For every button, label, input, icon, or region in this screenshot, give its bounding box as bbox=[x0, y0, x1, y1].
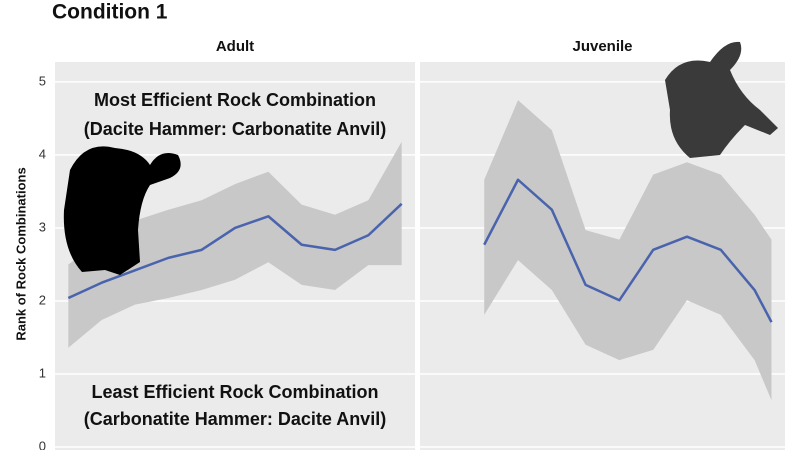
confidence-band bbox=[68, 141, 402, 348]
y-tick-label: 4 bbox=[39, 146, 46, 161]
y-tick-label: 1 bbox=[39, 365, 46, 380]
trend-line bbox=[67, 202, 403, 300]
y-tick-label: 2 bbox=[39, 292, 46, 307]
y-axis-label: Rank of Rock Combinations bbox=[13, 167, 28, 340]
notes: Most Efficient Rock Combination (Dacite H… bbox=[84, 90, 386, 429]
confidence-band bbox=[484, 100, 772, 401]
strip bbox=[55, 30, 415, 62]
trend-line bbox=[483, 178, 773, 323]
strip-label: Adult bbox=[216, 38, 254, 55]
adult-silhouette bbox=[63, 146, 181, 275]
annotation: (Dacite Hammer: Carbonatite Anvil) bbox=[84, 119, 386, 139]
juvenile-silhouette bbox=[665, 41, 778, 159]
y-tick-label: 5 bbox=[39, 73, 46, 88]
y-tick-label: 0 bbox=[39, 438, 46, 450]
chart-title: Condition 1 bbox=[52, 1, 168, 24]
annotation: (Carbonatite Hammer: Dacite Anvil) bbox=[84, 409, 386, 429]
annotation: Least Efficient Rock Combination bbox=[91, 382, 378, 402]
annotation: Most Efficient Rock Combination bbox=[94, 90, 376, 110]
y-tick-label: 3 bbox=[39, 219, 46, 234]
strip-label: Juvenile bbox=[572, 38, 632, 55]
decor bbox=[63, 41, 778, 275]
